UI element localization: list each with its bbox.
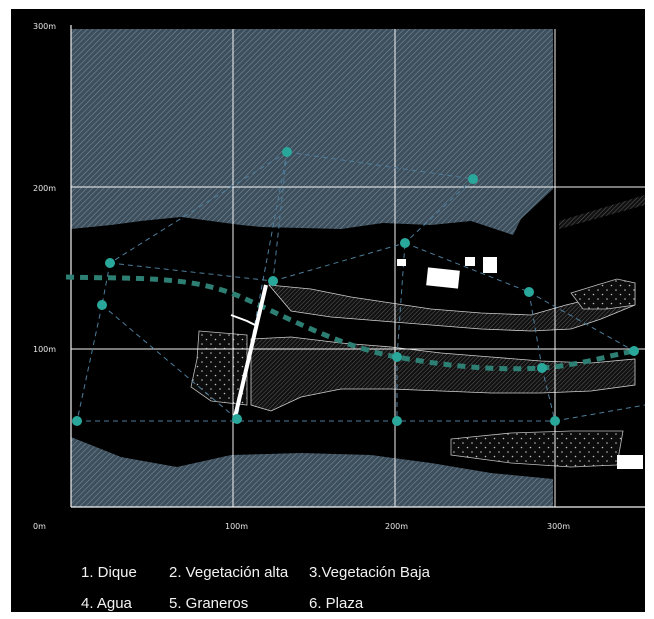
node bbox=[392, 416, 402, 426]
connector-network bbox=[76, 151, 645, 422]
node bbox=[550, 416, 560, 426]
x-label-100: 100m bbox=[225, 522, 248, 531]
granary-4 bbox=[397, 259, 406, 266]
high-vegetation-bottom-right bbox=[450, 430, 624, 468]
node bbox=[392, 352, 402, 362]
x-label-300: 300m bbox=[547, 522, 570, 531]
dike-spur bbox=[230, 314, 256, 326]
lower-hatched-terrain bbox=[71, 437, 553, 507]
site-plan-canvas: 300m 200m 100m 0m 100m 200m 300m 1. Diqu… bbox=[11, 9, 645, 612]
low-vegetation-band-middle bbox=[250, 336, 636, 412]
dike bbox=[233, 284, 268, 418]
y-label-200: 200m bbox=[33, 184, 56, 193]
plaza bbox=[617, 455, 643, 469]
legend-item-high-vegetation: 2. Vegetación alta bbox=[169, 564, 289, 581]
node bbox=[72, 416, 82, 426]
legend-item-dike: 1. Dique bbox=[81, 564, 137, 581]
granary-3 bbox=[483, 257, 497, 273]
node bbox=[268, 276, 278, 286]
right-hatched-strip bbox=[559, 195, 645, 229]
granary-2 bbox=[465, 257, 475, 266]
legend: 1. Dique 2. Vegetación alta 3.Vegetación… bbox=[81, 564, 601, 619]
node bbox=[629, 346, 639, 356]
legend-item-granaries: 5. Graneros bbox=[169, 595, 249, 612]
x-label-0: 0m bbox=[33, 522, 46, 531]
high-vegetation-top-right bbox=[570, 278, 636, 310]
y-label-300: 300m bbox=[33, 22, 56, 31]
node bbox=[537, 363, 547, 373]
node bbox=[524, 287, 534, 297]
node bbox=[400, 238, 410, 248]
x-label-200: 200m bbox=[385, 522, 408, 531]
legend-item-plaza: 6. Plaza bbox=[309, 595, 364, 612]
node bbox=[97, 300, 107, 310]
water-path bbox=[65, 274, 635, 372]
node bbox=[232, 414, 242, 424]
grid-lines bbox=[71, 29, 645, 507]
granary-1 bbox=[426, 267, 460, 289]
legend-item-water: 4. Agua bbox=[81, 595, 132, 612]
upper-hatched-terrain bbox=[71, 29, 553, 235]
network-nodes bbox=[72, 147, 639, 426]
legend-item-low-vegetation: 3.Vegetación Baja bbox=[309, 564, 430, 581]
node bbox=[105, 258, 115, 268]
node bbox=[282, 147, 292, 157]
node bbox=[468, 174, 478, 184]
y-label-100: 100m bbox=[33, 345, 56, 354]
site-plan-map: 300m 200m 100m 0m 100m 200m 300m bbox=[33, 22, 645, 531]
